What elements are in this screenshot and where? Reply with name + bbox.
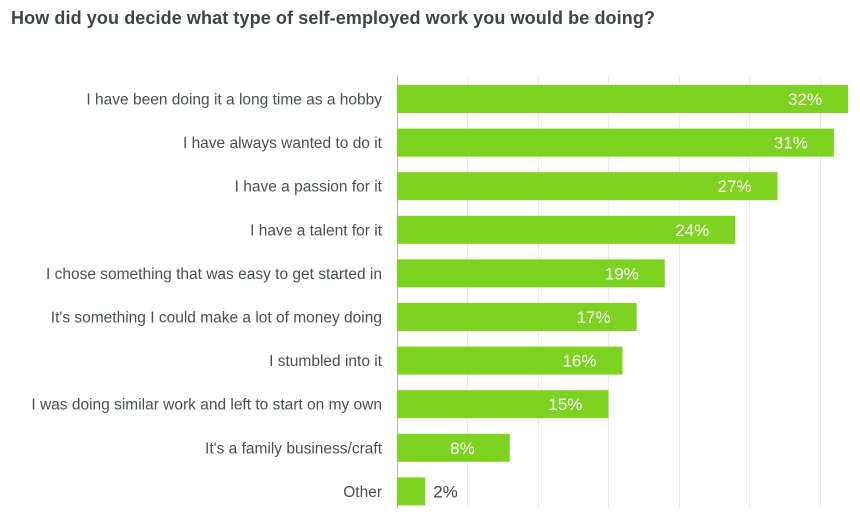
category-label: I stumbled into it <box>269 353 383 370</box>
category-label: I have a talent for it <box>250 222 383 239</box>
value-label: 32% <box>788 90 822 109</box>
category-label: I have a passion for it <box>235 179 383 196</box>
value-label: 31% <box>774 134 808 153</box>
category-label: I have always wanted to do it <box>183 135 383 152</box>
value-label: 2% <box>433 482 458 501</box>
bar <box>397 172 778 201</box>
bar <box>397 390 609 419</box>
category-label: It's something I could make a lot of mon… <box>51 310 382 327</box>
category-label: I chose something that was easy to get s… <box>46 266 382 283</box>
bar <box>397 433 510 462</box>
bar <box>397 128 834 157</box>
value-label: 15% <box>548 395 582 414</box>
value-label: 17% <box>577 308 611 327</box>
bar <box>397 85 848 113</box>
value-label: 24% <box>675 221 709 240</box>
category-label: Other <box>343 484 382 501</box>
category-label: I have been doing it a long time as a ho… <box>86 92 382 109</box>
value-label: 27% <box>718 177 752 196</box>
bars <box>397 85 848 506</box>
bar <box>397 303 637 331</box>
bar <box>397 477 426 506</box>
value-label: 16% <box>562 352 596 371</box>
bar <box>397 259 665 288</box>
category-labels: I have been doing it a long time as a ho… <box>31 92 382 501</box>
category-label: It's a family business/craft <box>205 440 383 457</box>
value-labels: 32% 31% 27% 24% 19% 17% 16% 15% 8% 2% <box>433 90 822 501</box>
bar <box>397 215 736 244</box>
chart-title: How did you decide what type of self-emp… <box>11 8 656 28</box>
bar <box>397 346 623 375</box>
value-label: 8% <box>450 439 475 458</box>
category-label: I was doing similar work and left to sta… <box>31 397 382 414</box>
value-label: 19% <box>605 264 639 283</box>
